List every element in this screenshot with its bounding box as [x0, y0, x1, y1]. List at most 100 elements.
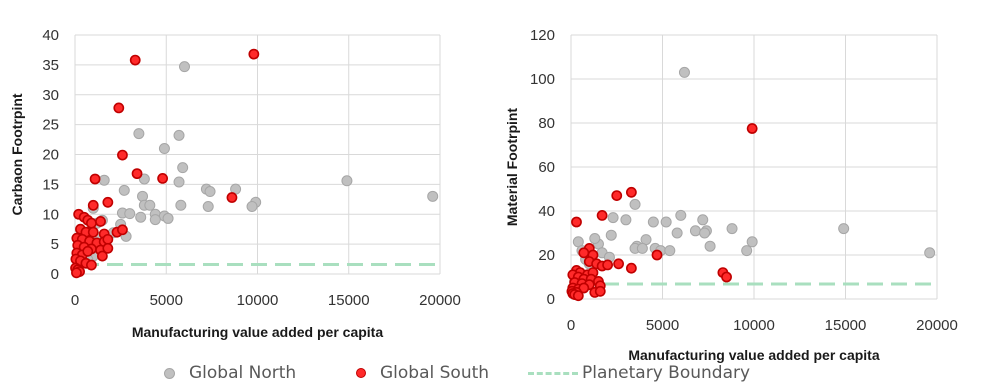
chart2-point-global-north	[647, 216, 659, 228]
chart2-point-global-south	[594, 285, 606, 297]
chart2-xtick-label: 20000	[916, 317, 958, 334]
chart2-xtick-label: 5000	[646, 317, 679, 334]
chart2-point-global-north	[607, 212, 619, 224]
chart2-point-global-north	[636, 242, 648, 254]
chart1-y-axis-title: Carbaon Footrpint	[9, 93, 25, 215]
chart2-point-global-north	[704, 240, 716, 252]
legend-item-global-south: Global South	[356, 362, 489, 384]
chart1-point-global-north	[202, 200, 214, 212]
chart2-point-global-south	[625, 262, 637, 274]
chart1-point-global-south	[71, 267, 82, 279]
legend: Global North Global South Planetary Boun…	[0, 358, 982, 388]
chart1-point-global-north	[162, 212, 174, 224]
chart1-point-global-south	[89, 173, 101, 185]
chart1-x-axis-title: Manufacturing value added per capita	[132, 324, 383, 340]
chart2-point-global-south	[651, 249, 663, 261]
chart1-point-global-south	[113, 102, 125, 114]
chart2-point-global-north	[689, 225, 701, 237]
chart1-point-global-south	[87, 226, 99, 238]
chart2-xtick-label: 10000	[733, 317, 775, 334]
chart1-ytick-label: 5	[51, 236, 59, 253]
chart2-point-global-north	[924, 247, 936, 259]
chart2-xtick-label: 15000	[825, 317, 867, 334]
chart1-point-global-south	[102, 242, 114, 254]
chart2-point-global-north	[675, 209, 687, 221]
chart2-point-global-north	[678, 66, 690, 78]
chart1-point-global-north	[98, 174, 110, 186]
chart2-point-global-south	[746, 123, 758, 134]
chart1-point-global-north	[149, 214, 161, 226]
chart2-point-global-south	[602, 259, 613, 271]
chart2-x-axis-title: Manufacturing value added per capita	[628, 347, 879, 363]
chart1-point-global-south	[117, 224, 128, 236]
chart2-xtick-label: 0	[567, 317, 575, 334]
chart2-point-global-north	[746, 236, 758, 248]
chart2-point-global-south	[625, 186, 637, 198]
chart1-point-global-south	[82, 245, 94, 257]
chart1-ytick-label: 10	[42, 206, 59, 223]
chart2-point-global-south	[572, 290, 584, 302]
chart1-ytick-label: 35	[42, 57, 59, 74]
chart1-point-global-south	[86, 217, 97, 229]
chart2-ytick-label: 100	[530, 71, 555, 88]
legend-item-planetary-boundary: Planetary Boundary	[528, 362, 750, 384]
chart2-point-global-north	[838, 223, 850, 235]
chart1-point-global-north	[133, 128, 145, 140]
chart1-point-global-north	[246, 200, 258, 212]
chart1-ytick-label: 0	[51, 266, 59, 283]
chart1-point-global-north	[175, 199, 187, 211]
chart2-point-global-south	[571, 216, 582, 228]
chart1-point-global-south	[87, 199, 99, 211]
chart2-ytick-label: 60	[538, 159, 555, 176]
chart1-point-global-north	[173, 129, 185, 141]
chart2-ytick-label: 40	[538, 203, 555, 220]
legend-marker-global-north	[164, 367, 175, 379]
chart1-ytick-label: 25	[42, 117, 59, 134]
chart1-point-global-north	[158, 143, 170, 155]
chart1-point-global-north	[124, 208, 136, 220]
chart1-point-global-north	[341, 175, 353, 187]
chart2-point-global-north	[726, 223, 738, 235]
chart2-point-global-north	[589, 233, 601, 244]
chart1-xtick-label: 20000	[419, 292, 461, 309]
legend-label-planetary-boundary: Planetary Boundary	[582, 363, 751, 383]
legend-label-global-north: Global North	[189, 363, 297, 383]
chart2-point-global-south	[596, 209, 608, 221]
chart1-point-global-north	[144, 199, 156, 211]
chart2-point-global-north	[699, 227, 711, 239]
chart2-point-global-north	[629, 198, 641, 210]
chart1-point-global-south	[117, 149, 128, 161]
chart1-ytick-label: 40	[42, 27, 59, 44]
chart1-point-global-south	[131, 168, 143, 180]
chart1-point-global-north	[138, 173, 150, 185]
legend-marker-global-south	[356, 368, 366, 378]
chart1-point-global-north	[179, 61, 190, 73]
chart1-point-global-north	[135, 211, 147, 223]
chart2-point-global-north	[660, 216, 672, 228]
chart1-point-global-south	[96, 250, 108, 262]
chart2-point-global-north	[605, 229, 617, 241]
chart2-point-global-south	[721, 271, 732, 283]
chart1-point-global-south	[102, 196, 114, 208]
chart1-point-global-north	[427, 190, 439, 202]
chart1-point-global-south	[86, 259, 97, 271]
chart1-point-global-north	[204, 186, 216, 198]
legend-marker-planetary-boundary	[528, 371, 578, 375]
legend-item-global-north: Global North	[164, 362, 296, 384]
chart1-xtick-label: 10000	[237, 292, 279, 309]
chart2-y-axis-title: Material Footrpint	[504, 108, 520, 227]
chart1-point-global-south	[226, 192, 238, 203]
chart2-point-global-north	[664, 245, 676, 257]
chart1-ytick-label: 20	[42, 147, 59, 164]
chart2-ytick-label: 80	[538, 115, 555, 132]
chart1-xtick-label: 15000	[328, 292, 370, 309]
chart2-point-global-south	[613, 258, 624, 270]
chart1-xtick-label: 0	[71, 292, 79, 309]
chart1-point-global-south	[95, 216, 106, 227]
chart1-point-global-south	[102, 233, 114, 245]
chart2-point-global-south	[578, 247, 590, 259]
chart1-xtick-label: 5000	[150, 292, 183, 309]
chart1-ytick-label: 15	[42, 176, 59, 193]
chart1-point-global-north	[173, 176, 185, 188]
